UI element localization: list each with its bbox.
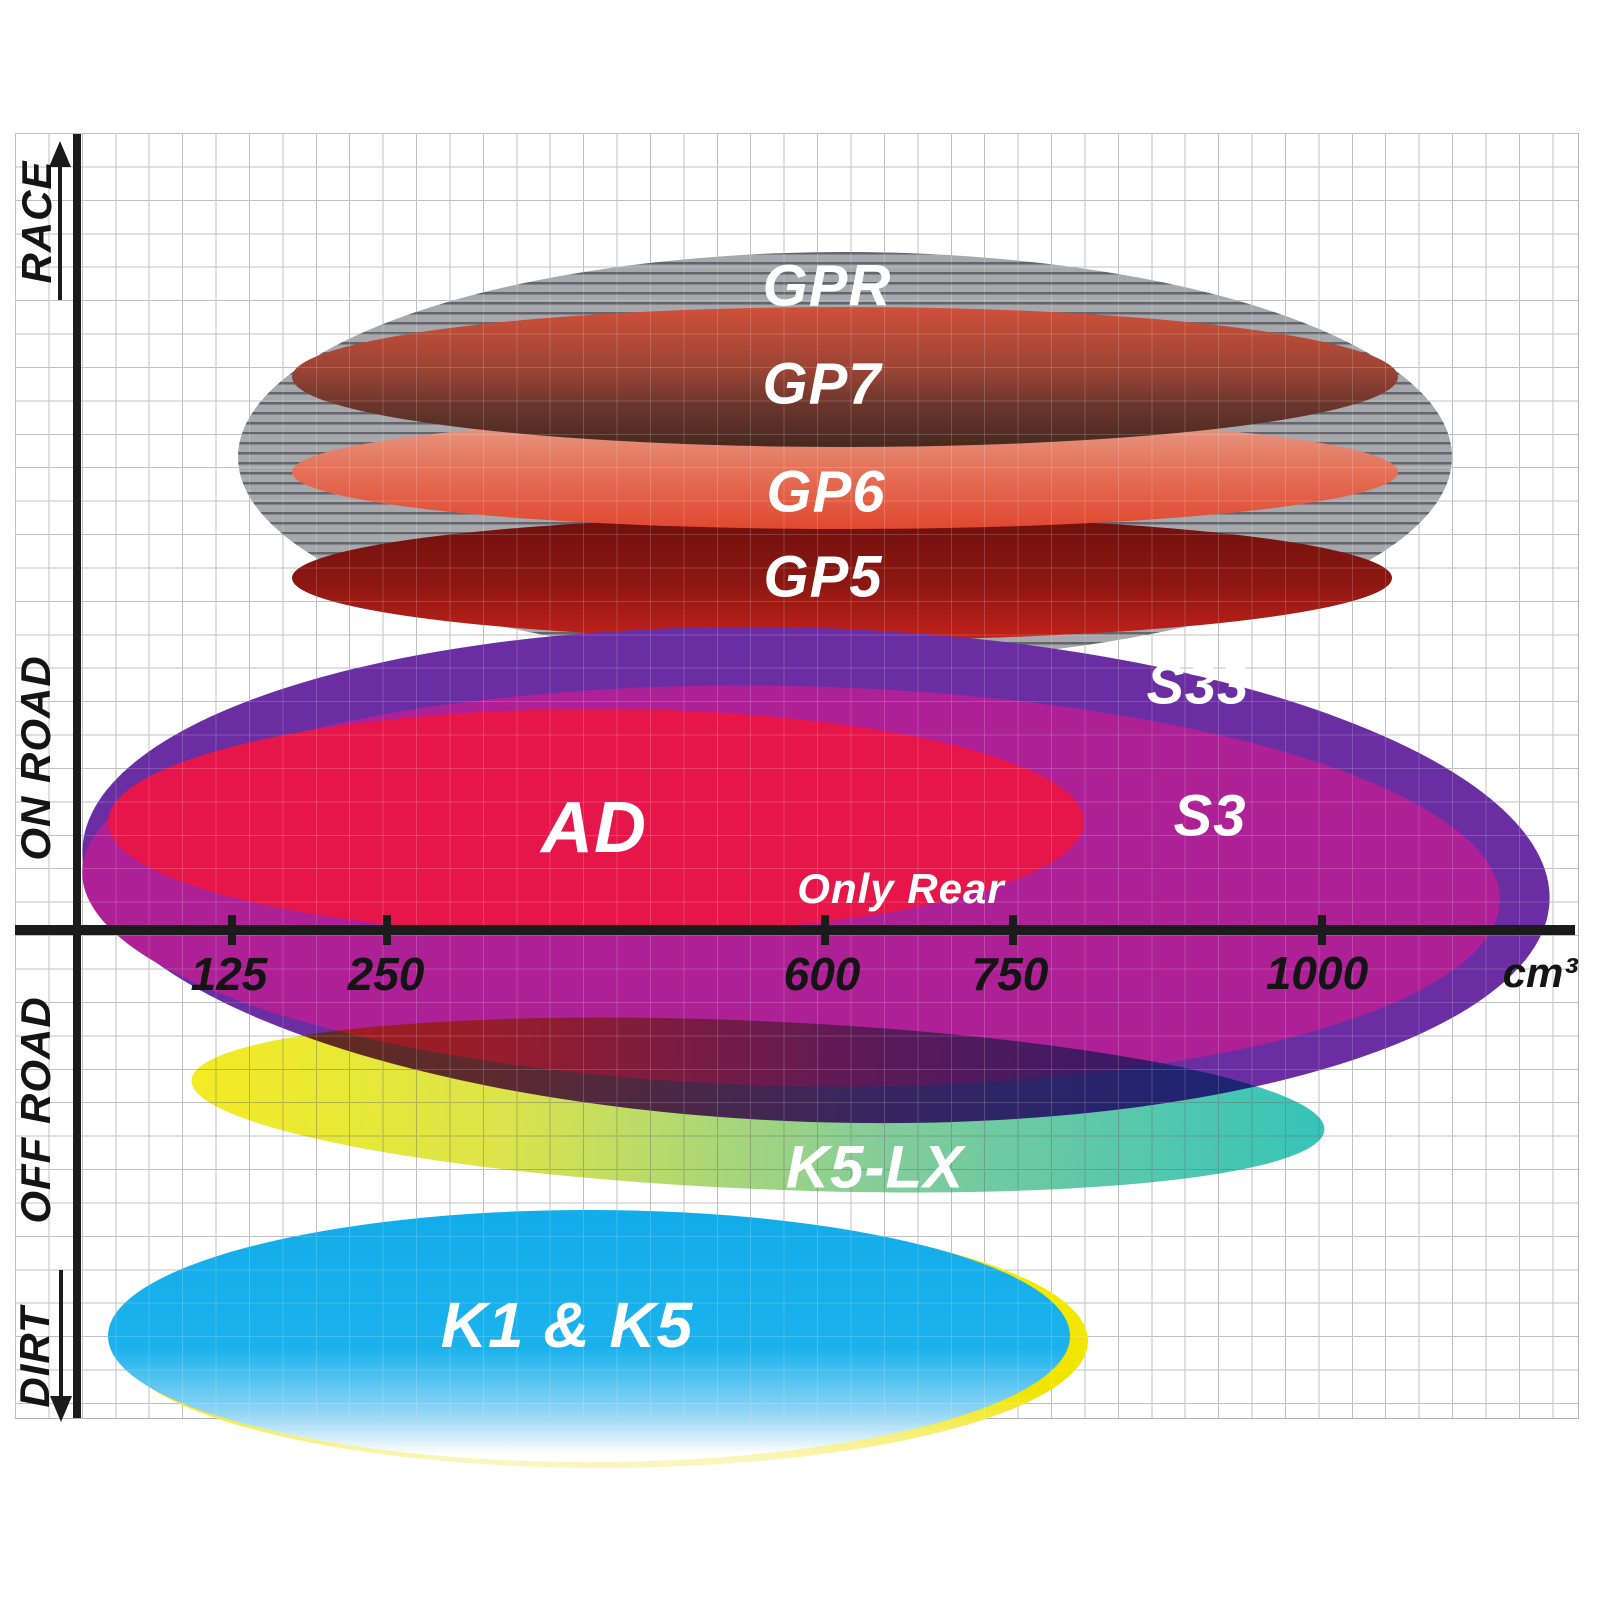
x-tick-label-125: 125 xyxy=(190,948,268,1000)
label-gp6: GP6 xyxy=(766,459,886,525)
label-k5lx: K5-LX xyxy=(785,1133,965,1201)
y-axis-line xyxy=(73,134,81,1418)
x-tick-125 xyxy=(228,915,236,945)
up-arrow-icon xyxy=(49,141,71,167)
ellipse-ad xyxy=(108,709,1084,935)
x-tick-label-1000: 1000 xyxy=(1265,947,1369,999)
x-tick-750 xyxy=(1009,915,1017,945)
y-label-off-road: OFF ROAD xyxy=(12,996,59,1224)
label-ad: AD xyxy=(541,788,647,868)
label-gp5: GP5 xyxy=(763,544,883,610)
down-arrow-icon xyxy=(50,1396,72,1422)
y-label-on-road: ON ROAD xyxy=(12,655,59,861)
x-axis-line xyxy=(15,925,1575,935)
ellipse-k1k5-blue xyxy=(108,1210,1070,1462)
label-gp7: GP7 xyxy=(762,351,882,417)
label-s33: S33 xyxy=(1146,652,1250,716)
dirt-arrow-shaft xyxy=(59,1270,63,1398)
race-arrow-shaft xyxy=(58,166,62,300)
x-tick-label-750: 750 xyxy=(971,948,1049,1000)
x-tick-250 xyxy=(383,915,391,945)
label-k1k5: K1 & K5 xyxy=(440,1289,694,1361)
ellipse-gp5 xyxy=(292,516,1392,640)
x-tick-1000 xyxy=(1318,915,1326,945)
x-tick-label-250: 250 xyxy=(347,948,425,1000)
y-label-race: RACE xyxy=(13,160,60,284)
x-axis-unit-label: cm³ xyxy=(1502,949,1578,996)
y-label-dirt: DIRT xyxy=(11,1306,58,1408)
label-s3: S3 xyxy=(1173,783,1247,849)
x-tick-600 xyxy=(821,915,829,945)
label-only-rear: Only Rear xyxy=(797,865,1005,912)
ellipse-gp7 xyxy=(292,307,1398,447)
x-tick-label-600: 600 xyxy=(783,948,861,1000)
label-gpr: GPR xyxy=(762,253,892,319)
